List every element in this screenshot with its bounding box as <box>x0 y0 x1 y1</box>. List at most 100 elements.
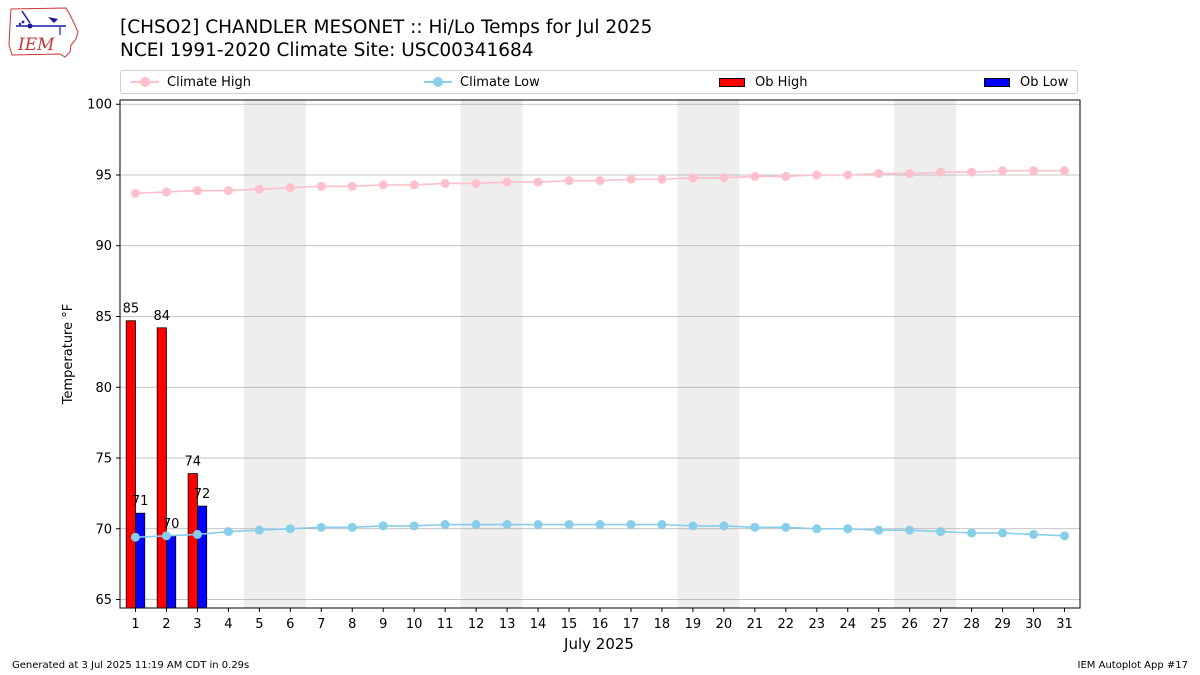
ob-high-label-3: 74 <box>185 455 202 470</box>
climate-high-point-18 <box>657 174 667 184</box>
x-tick-label-28: 28 <box>963 617 980 632</box>
climate-low-point-21 <box>750 522 760 532</box>
climate-low-point-6 <box>285 524 295 534</box>
climate-low-point-31 <box>1060 531 1070 541</box>
ob-low-bar-2 <box>166 535 177 609</box>
x-tick-label-9: 9 <box>379 617 387 632</box>
weekend-band-3 <box>677 100 740 608</box>
weekend-band-2 <box>460 100 523 608</box>
climate-low-point-27 <box>936 527 946 537</box>
x-tick-label-21: 21 <box>747 617 764 632</box>
legend-item-ob-low: Ob Low <box>984 71 1068 93</box>
climate-low-point-11 <box>440 520 450 530</box>
climate-high-point-28 <box>967 167 977 177</box>
climate-low-point-20 <box>719 521 729 531</box>
y-tick-label-70: 70 <box>95 522 112 537</box>
x-tick-label-11: 11 <box>437 617 454 632</box>
x-tick-label-4: 4 <box>224 617 232 632</box>
climate-high-point-2 <box>161 187 171 197</box>
plot-frame <box>119 99 1081 609</box>
x-tick-label-20: 20 <box>716 617 733 632</box>
climate-high-point-26 <box>905 169 915 179</box>
x-tick-label-3: 3 <box>193 617 201 632</box>
climate-high-point-8 <box>347 181 357 191</box>
climate-high-point-22 <box>781 171 791 181</box>
climate-low-point-25 <box>874 525 884 535</box>
legend-item-climate-low: Climate Low <box>424 71 540 93</box>
climate-low-point-14 <box>533 520 543 530</box>
climate-low-point-10 <box>409 521 419 531</box>
climate-high-point-23 <box>812 170 822 180</box>
climate-low-point-30 <box>1029 529 1039 539</box>
climate-high-point-13 <box>502 177 512 187</box>
ob-low-label-3: 72 <box>194 487 211 502</box>
x-tick-label-16: 16 <box>592 617 609 632</box>
legend-swatch-ob-low <box>984 77 1010 87</box>
climate-high-point-14 <box>533 177 543 187</box>
climate-low-point-17 <box>626 520 636 530</box>
x-tick-label-13: 13 <box>499 617 516 632</box>
app-credit: IEM Autoplot App #17 <box>1077 660 1188 671</box>
y-tick-label-65: 65 <box>95 593 112 608</box>
x-tick-label-5: 5 <box>255 617 263 632</box>
climate-high-point-31 <box>1060 166 1070 176</box>
generated-timestamp: Generated at 3 Jul 2025 11:19 AM CDT in … <box>12 660 250 671</box>
legend-swatch-ob-high <box>719 77 745 87</box>
legend-swatch-climate-low <box>424 77 452 87</box>
ob-low-label-2: 70 <box>163 517 180 532</box>
x-tick-label-10: 10 <box>406 617 423 632</box>
weekend-band-4 <box>894 100 957 608</box>
climate-low-point-29 <box>998 528 1008 538</box>
legend-swatch-climate-high <box>131 77 159 87</box>
climate-low-point-3 <box>192 529 202 539</box>
climate-low-point-5 <box>254 525 264 535</box>
logo-text: IEM <box>17 35 55 55</box>
legend-label-ob-high: Ob High <box>755 74 808 90</box>
y-tick-label-80: 80 <box>95 381 112 396</box>
ob-high-bar-1 <box>125 320 136 609</box>
x-axis-label: July 2025 <box>563 635 634 653</box>
x-tick-label-12: 12 <box>468 617 485 632</box>
legend-label-climate-high: Climate High <box>167 74 252 90</box>
climate-high-point-10 <box>409 180 419 190</box>
climate-low-point-18 <box>657 520 667 530</box>
x-tick-label-29: 29 <box>994 617 1011 632</box>
ob-low-label-1: 71 <box>132 494 149 509</box>
ob-high-label-1: 85 <box>123 302 140 317</box>
x-tick-label-26: 26 <box>901 617 918 632</box>
climate-high-point-6 <box>285 183 295 193</box>
climate-low-point-19 <box>688 521 698 531</box>
climate-high-point-17 <box>626 174 636 184</box>
climate-high-point-12 <box>471 178 481 188</box>
legend-label-ob-low: Ob Low <box>1020 74 1069 90</box>
climate-low-point-8 <box>347 522 357 532</box>
climate-high-point-3 <box>192 186 202 196</box>
climate-low-point-9 <box>378 521 388 531</box>
climate-low-point-15 <box>564 520 574 530</box>
iem-logo: IEM <box>8 7 79 58</box>
climate-low-point-2 <box>161 531 171 541</box>
legend-item-climate-high: Climate High <box>131 71 251 93</box>
x-tick-label-17: 17 <box>623 617 640 632</box>
chart-legend: Climate High Climate Low Ob High Ob Low <box>120 70 1078 94</box>
ob-high-label-2: 84 <box>154 309 171 324</box>
climate-high-point-11 <box>440 178 450 188</box>
y-axis-label: Temperature °F <box>61 304 76 405</box>
x-tick-label-15: 15 <box>561 617 578 632</box>
x-tick-label-27: 27 <box>932 617 949 632</box>
y-tick-label-95: 95 <box>95 168 112 183</box>
climate-high-point-16 <box>595 176 605 186</box>
climate-low-point-22 <box>781 522 791 532</box>
ob-low-bar-3 <box>197 505 208 609</box>
x-tick-label-2: 2 <box>162 617 170 632</box>
climate-high-point-5 <box>254 184 264 194</box>
x-tick-label-18: 18 <box>654 617 671 632</box>
climate-high-point-20 <box>719 173 729 183</box>
climate-low-point-1 <box>130 532 140 542</box>
y-tick-label-100: 100 <box>87 98 112 113</box>
x-tick-label-25: 25 <box>870 617 887 632</box>
ob-low-bar-1 <box>135 512 146 609</box>
x-tick-label-1: 1 <box>131 617 139 632</box>
chart-subtitle: NCEI 1991-2020 Climate Site: USC00341684 <box>120 40 534 61</box>
climate-high-point-4 <box>223 186 233 196</box>
